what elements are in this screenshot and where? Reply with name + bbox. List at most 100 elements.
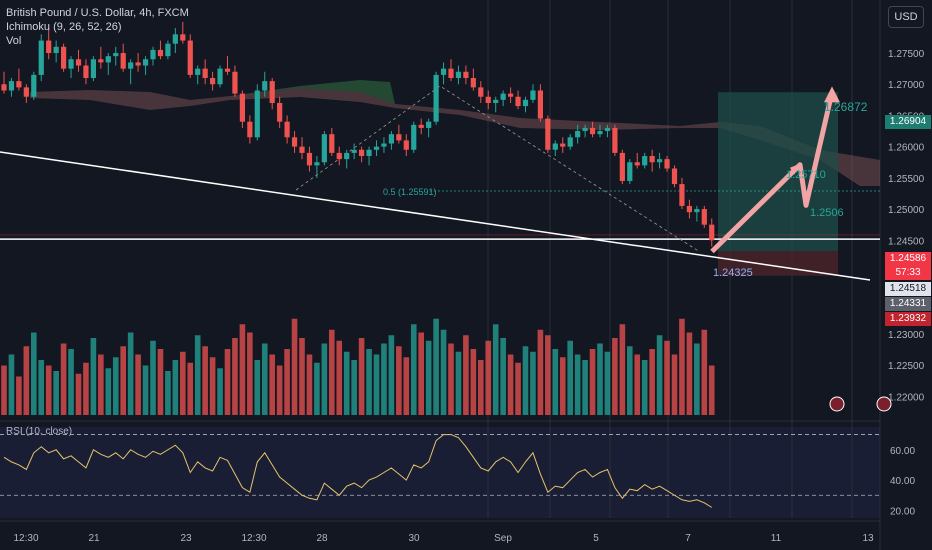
candle-body — [634, 162, 640, 166]
volume-bar — [45, 365, 52, 415]
candle-body — [686, 205, 692, 213]
volume-bar — [261, 343, 268, 415]
candle-body — [291, 137, 298, 147]
candle-body — [277, 102, 283, 122]
candle-body — [53, 46, 59, 54]
candle-body — [165, 43, 171, 57]
candle-body — [351, 149, 357, 153]
volume-bar — [649, 349, 655, 415]
ichimoku-cloud-bull — [230, 80, 395, 104]
volume-bar — [612, 338, 618, 415]
candle-body — [530, 90, 536, 100]
candle-body — [642, 156, 648, 166]
volume-bar — [604, 351, 611, 415]
rsi-tick-label: 40.00 — [890, 476, 915, 487]
time-tick-label: 13 — [862, 533, 874, 544]
currency-button[interactable]: USD — [888, 6, 924, 28]
fib-label: 0.5 (1.25591) — [383, 187, 437, 197]
volume-bar — [537, 329, 544, 415]
rsi-indicator-label[interactable]: RSI (10, close) — [6, 426, 73, 437]
candle-body — [329, 134, 335, 153]
volume-bar — [180, 351, 186, 415]
price-tick-label: 1.25000 — [888, 205, 925, 216]
volume-bar — [515, 362, 521, 415]
candle-body — [224, 68, 231, 72]
volume-bar — [60, 343, 67, 415]
candle-body — [284, 121, 290, 138]
volume-bar — [574, 354, 581, 415]
volume-bar — [619, 324, 626, 415]
candle-body — [664, 159, 670, 169]
volume-bar — [455, 351, 462, 415]
economic-event-icon — [876, 396, 892, 412]
symbol-title[interactable]: British Pound / U.S. Dollar, 4h, FXCM — [6, 7, 189, 19]
candle-body — [142, 59, 149, 66]
volume-bar — [329, 329, 335, 415]
time-tick-label: 5 — [593, 533, 599, 544]
candle-body — [649, 156, 655, 163]
candle-body — [627, 162, 633, 181]
volume-bar — [530, 351, 536, 415]
candle-body — [396, 134, 402, 141]
candle-body — [433, 74, 439, 122]
ichimoku-indicator-label[interactable]: Ichimoku (9, 26, 52, 26) — [6, 21, 122, 33]
rsi-line — [3, 434, 713, 508]
time-tick-label: 12:30 — [241, 533, 266, 544]
volume-bar — [507, 354, 514, 415]
volume-bar — [589, 349, 596, 415]
volume-bar — [209, 357, 216, 415]
candle-body — [545, 118, 551, 150]
price-tick-label: 1.26000 — [888, 143, 925, 154]
candle-body — [83, 65, 89, 79]
volume-bar — [165, 371, 171, 415]
candle-body — [597, 131, 603, 135]
time-tick-label: Sep — [494, 533, 512, 544]
candle-body — [403, 140, 409, 150]
price-label: 57:33 — [885, 266, 931, 280]
volume-bar — [582, 360, 588, 415]
volume-bar — [269, 354, 275, 415]
volume-bar — [142, 365, 149, 415]
time-tick-label: 21 — [88, 533, 100, 544]
volume-bar — [552, 349, 559, 415]
price-tick-label: 1.24500 — [888, 236, 925, 247]
candle-body — [701, 209, 707, 225]
projection-label-2: 1.2506 — [810, 207, 844, 219]
time-tick-label: 30 — [408, 533, 420, 544]
candle-body — [105, 56, 111, 63]
volume-bar — [396, 346, 402, 415]
candle-body — [589, 127, 596, 135]
candle-body — [485, 96, 491, 103]
volume-bar — [90, 338, 97, 415]
candle-body — [455, 71, 462, 79]
candle-body — [381, 143, 387, 147]
volume-indicator-label[interactable]: Vol — [6, 35, 22, 47]
volume-bar — [679, 318, 685, 415]
volume-bar — [671, 354, 678, 415]
candle-body — [38, 40, 44, 75]
volume-bar — [559, 357, 566, 415]
candle-body — [694, 209, 700, 213]
volume-bar — [187, 362, 194, 415]
candle-body — [515, 96, 521, 107]
candle-body — [68, 59, 74, 69]
candle-body — [321, 134, 327, 163]
candle-body — [172, 34, 178, 44]
candle-body — [239, 93, 245, 122]
candle-body — [61, 46, 67, 69]
volume-bar — [16, 376, 22, 415]
volume-bar — [641, 360, 648, 415]
candle-body — [150, 49, 156, 60]
volume-bar — [343, 351, 350, 415]
price-tick-label: 1.25500 — [888, 174, 925, 185]
candle-body — [418, 124, 424, 128]
candle-body — [388, 134, 394, 144]
volume-bar — [172, 360, 179, 415]
candle-body — [537, 90, 543, 119]
volume-bar — [701, 329, 708, 415]
volume-bar — [217, 368, 223, 415]
volume-bar — [254, 360, 261, 415]
candle-body — [217, 68, 223, 85]
volume-bar — [470, 349, 477, 415]
